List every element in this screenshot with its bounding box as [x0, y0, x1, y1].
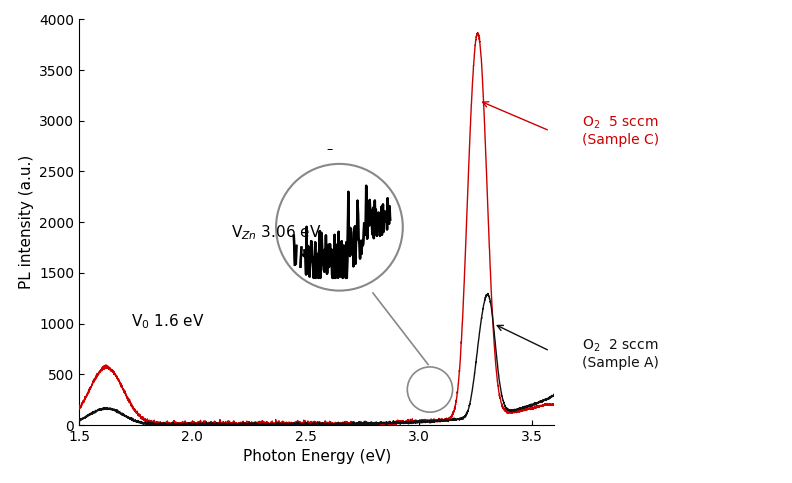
- Text: –: –: [327, 143, 333, 156]
- Text: V$_{Zn}$ 3.06 eV: V$_{Zn}$ 3.06 eV: [230, 223, 322, 242]
- Y-axis label: PL intensity (a.u.): PL intensity (a.u.): [19, 155, 33, 289]
- Text: V$_0$ 1.6 eV: V$_0$ 1.6 eV: [131, 312, 204, 331]
- X-axis label: Photon Energy (eV): Photon Energy (eV): [242, 450, 391, 465]
- Text: O$_2$  5 sccm
(Sample C): O$_2$ 5 sccm (Sample C): [582, 114, 659, 147]
- Text: O$_2$  2 sccm
(Sample A): O$_2$ 2 sccm (Sample A): [582, 338, 659, 370]
- Ellipse shape: [277, 165, 402, 289]
